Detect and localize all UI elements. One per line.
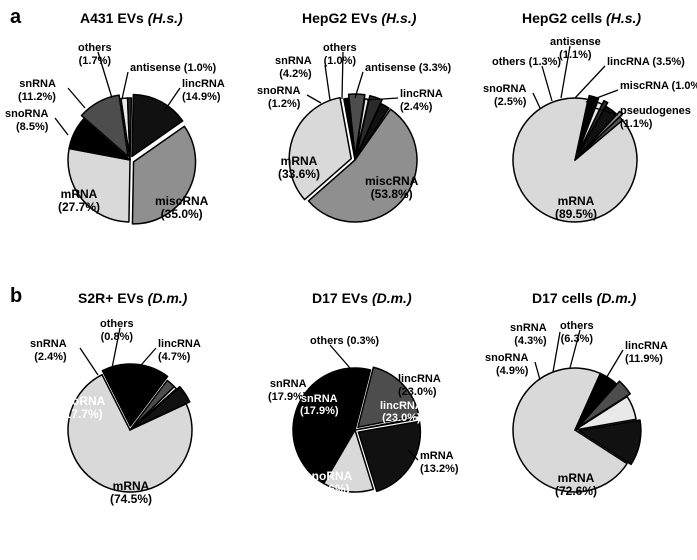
leader-hepg2ev-snRNA	[325, 65, 330, 100]
slice-label-hepg2cells-miscRNA: miscRNA (1.0%)	[620, 80, 697, 93]
slice-label-hepg2cells-antisense: antisense(1.1%)	[550, 36, 601, 61]
slice-label-a431ev-snRNA: snRNA(11.2%)	[18, 78, 56, 103]
title-species: (H.s.)	[381, 10, 416, 26]
leader-a431ev-lincRNA	[165, 88, 180, 110]
title-species: (H.s.)	[148, 10, 183, 26]
slice-label-d17ev-others: others (0.3%)	[310, 335, 379, 348]
leader-a431ev-snRNA	[68, 88, 85, 108]
slice-label-s2rev-lincRNA: lincRNA(4.7%)	[158, 338, 201, 363]
chart-title-s2rev: S2R+ EVs (D.m.)	[78, 290, 187, 306]
title-main: HepG2 cells	[522, 10, 606, 26]
slice-inlabel-d17ev-snRNA: snRNA(17.9%)	[300, 393, 339, 417]
slice-label-hepg2cells-snoRNA: snoRNA(2.5%)	[483, 83, 526, 108]
leader-d17cells-snRNA	[553, 332, 560, 372]
leader-d17cells-lincRNA	[605, 350, 623, 380]
slice-label-a431ev-snoRNA: snoRNA(8.5%)	[5, 108, 48, 133]
title-main: D17 cells	[532, 290, 597, 306]
chart-title-d17ev: D17 EVs (D.m.)	[312, 290, 412, 306]
title-main: S2R+ EVs	[78, 290, 148, 306]
slice-label-hepg2cells-mRNA: mRNA(89.5%)	[555, 195, 597, 221]
slice-label-hepg2cells-lincRNA: lincRNA (3.5%)	[607, 56, 685, 69]
title-main: HepG2 EVs	[302, 10, 381, 26]
slice-label-a431ev-mRNA: mRNA(27.7%)	[58, 188, 100, 214]
leader-d17cells-snoRNA	[535, 362, 540, 380]
slice-label-d17ev-lincRNA: lincRNA(23.0%)	[398, 373, 441, 398]
leader-hepg2ev-snoRNA	[307, 95, 321, 103]
chart-title-hepg2ev: HepG2 EVs (H.s.)	[302, 10, 416, 26]
slice-label-d17cells-others: others(6.3%)	[560, 320, 594, 345]
slice-label-hepg2cells-pseudogenes: pseudogenes(1.1%)	[620, 105, 691, 130]
slice-label-d17cells-mRNA: mRNA(72.6%)	[555, 472, 597, 498]
slice-label-s2rev-mRNA: mRNA(74.5%)	[110, 480, 152, 506]
slice-label-d17cells-lincRNA: lincRNA(11.9%)	[625, 340, 668, 365]
title-species: (D.m.)	[597, 290, 637, 306]
leader-a431ev-snoRNA	[55, 118, 68, 135]
leader-hepg2cells-snoRNA	[533, 93, 540, 108]
slice-label-d17ev-snoRNA: snoRNA(45.6%)	[305, 470, 352, 496]
slice-label-d17cells-snRNA: snRNA(4.3%)	[510, 322, 547, 347]
slice-label-hepg2ev-mRNA: mRNA(33.6%)	[278, 155, 320, 181]
slice-label-s2rev-snRNA: snRNA(2.4%)	[30, 338, 67, 363]
chart-title-d17cells: D17 cells (D.m.)	[532, 290, 636, 306]
leader-d17ev-others	[330, 345, 350, 368]
title-main: D17 EVs	[312, 290, 372, 306]
title-main: A431 EVs	[80, 10, 148, 26]
chart-title-hepg2cells: HepG2 cells (H.s.)	[522, 10, 641, 26]
slice-label-d17cells-snoRNA: snoRNA(4.9%)	[485, 352, 528, 377]
slice-label-hepg2ev-snoRNA: snoRNA(1.2%)	[257, 85, 300, 110]
leader-s2rev-snRNA	[80, 348, 98, 375]
slice-label-hepg2ev-miscRNA: miscRNA(53.8%)	[365, 175, 418, 201]
slice-label-hepg2ev-others: others(1.0%)	[323, 42, 357, 67]
chart-title-a431ev: A431 EVs (H.s.)	[80, 10, 183, 26]
title-species: (H.s.)	[606, 10, 641, 26]
leader-hepg2cells-lincRNA	[575, 66, 605, 98]
title-species: (D.m.)	[148, 290, 188, 306]
leader-hepg2cells-others	[542, 66, 552, 101]
slice-label-a431ev-miscRNA: miscRNA(35.0%)	[155, 195, 208, 221]
slice-label-s2rev-others: others(0.8%)	[100, 318, 134, 343]
title-species: (D.m.)	[372, 290, 412, 306]
slice-inlabel-d17ev-lincRNA: lincRNA(23.0%)	[380, 400, 423, 424]
slice-label-a431ev-lincRNA: lincRNA(14.9%)	[182, 78, 225, 103]
slice-label-a431ev-antisense: antisense (1.0%)	[130, 62, 216, 75]
slice-label-hepg2ev-lincRNA: lincRNA(2.4%)	[400, 88, 443, 113]
slice-label-d17ev-mRNA: mRNA(13.2%)	[420, 450, 459, 475]
slice-label-s2rev-snoRNA: snoRNA(17.7%)	[58, 395, 105, 421]
leader-a431ev-antisense	[122, 72, 128, 99]
slice-label-a431ev-others: others(1.7%)	[78, 42, 112, 67]
slice-label-hepg2ev-snRNA: snRNA(4.2%)	[275, 55, 312, 80]
slice-label-hepg2ev-antisense: antisense (3.3%)	[365, 62, 451, 75]
